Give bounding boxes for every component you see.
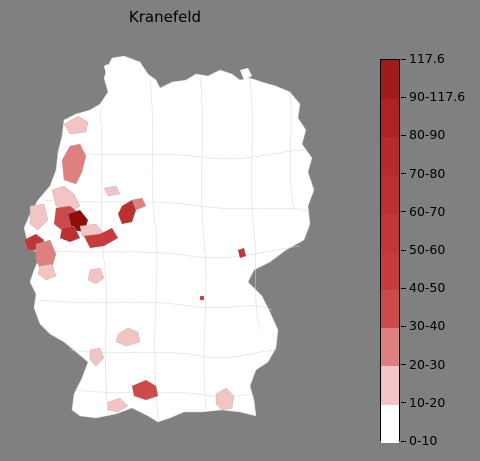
colorbar-segment — [381, 136, 399, 176]
district-bielefeld-east — [131, 197, 147, 211]
colorbar-label: 80-90 — [409, 127, 446, 143]
district-lake-constance — [107, 397, 129, 413]
colorbar-segment — [381, 403, 399, 443]
colorbar-segment — [381, 60, 399, 99]
island-east — [240, 68, 252, 80]
colorbar-label: 20-30 — [409, 356, 446, 372]
district-bayreuth — [199, 295, 205, 301]
colorbar-label: 30-40 — [409, 318, 446, 334]
colorbar-label: 40-50 — [409, 280, 446, 296]
district-nordfriesland — [63, 115, 89, 135]
colorbar-tick — [401, 249, 406, 251]
colorbar-label: 90-117.6 — [409, 89, 466, 105]
highlighted-districts — [23, 115, 247, 413]
district-bonn — [37, 263, 57, 281]
colorbar — [380, 59, 400, 443]
district-emsland — [61, 143, 87, 185]
district-ruhr — [59, 225, 81, 243]
colorbar-tick — [401, 173, 406, 175]
colorbar-segment — [381, 174, 399, 214]
colorbar-label: 50-60 — [409, 242, 446, 257]
colorbar-tick — [401, 440, 406, 442]
district-ruhr-south — [83, 227, 119, 249]
colorbar-tick — [401, 287, 406, 289]
district-heilbronn — [115, 327, 141, 347]
map-title: Kranefeld — [128, 8, 202, 26]
district-lower-rhine — [29, 203, 49, 231]
district-karlsruhe — [89, 347, 105, 367]
district-borders — [35, 75, 311, 421]
island-north — [104, 64, 110, 74]
colorbar-tick — [401, 325, 406, 327]
colorbar-segment — [381, 289, 399, 329]
colorbar-label: 0-10 — [409, 433, 438, 448]
district-siegen — [87, 267, 105, 285]
colorbar-tick — [401, 96, 406, 98]
colorbar-segment — [381, 98, 399, 138]
district-osnabrueck — [103, 185, 121, 197]
colorbar-label: 117.6 — [409, 51, 445, 66]
colorbar-label: 70-80 — [409, 165, 446, 181]
colorbar-tick — [401, 211, 406, 213]
germany-outline — [23, 55, 315, 423]
district-dresden — [237, 247, 247, 259]
district-grafschaft — [51, 185, 81, 213]
colorbar-tick — [401, 364, 406, 366]
colorbar-label: 10-20 — [409, 394, 446, 410]
colorbar-tick — [401, 402, 406, 404]
colorbar-segment — [381, 327, 399, 367]
colorbar-segment — [381, 251, 399, 290]
district-ulm — [131, 379, 159, 401]
colorbar-segment — [381, 212, 399, 252]
district-traunstein — [215, 387, 235, 411]
colorbar-label: 60-70 — [409, 203, 446, 219]
colorbar-tick — [401, 58, 406, 60]
colorbar-tick — [401, 134, 406, 136]
colorbar-segment — [381, 365, 399, 405]
